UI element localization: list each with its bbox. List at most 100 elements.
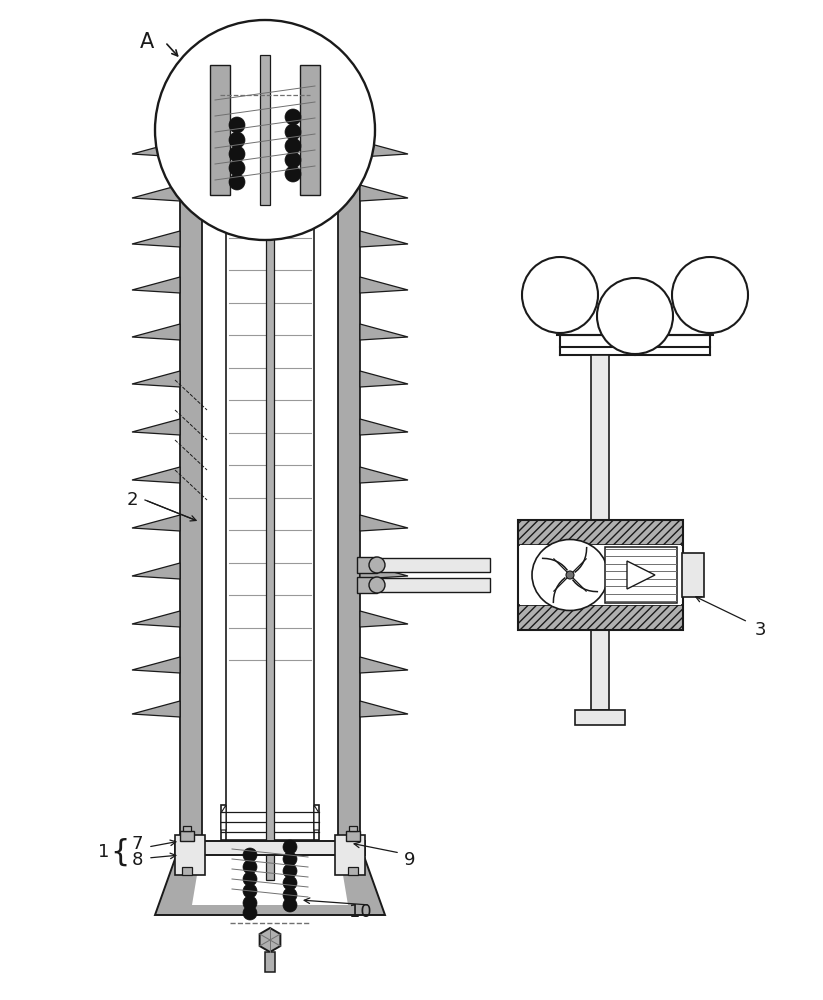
- Circle shape: [283, 876, 297, 890]
- Bar: [266, 95, 274, 880]
- Bar: [221, 805, 319, 840]
- Circle shape: [285, 109, 301, 125]
- Bar: [265, 26, 275, 51]
- Polygon shape: [360, 371, 408, 387]
- Polygon shape: [360, 515, 408, 531]
- Polygon shape: [259, 928, 281, 952]
- Bar: [265, 952, 275, 972]
- Circle shape: [672, 257, 748, 333]
- Polygon shape: [132, 231, 180, 247]
- Circle shape: [283, 100, 297, 113]
- Polygon shape: [314, 145, 319, 170]
- Bar: [348, 867, 358, 875]
- Polygon shape: [175, 88, 365, 130]
- Circle shape: [229, 117, 245, 133]
- Circle shape: [243, 884, 257, 898]
- Text: A: A: [140, 32, 154, 52]
- Circle shape: [283, 83, 297, 97]
- Polygon shape: [360, 419, 408, 435]
- Circle shape: [369, 577, 385, 593]
- Polygon shape: [132, 141, 180, 157]
- Bar: [591, 630, 609, 710]
- Polygon shape: [132, 515, 180, 531]
- Polygon shape: [132, 467, 180, 483]
- Bar: [300, 65, 320, 195]
- Circle shape: [229, 160, 245, 176]
- Bar: [346, 831, 360, 841]
- Circle shape: [283, 840, 297, 854]
- Bar: [180, 831, 194, 841]
- Polygon shape: [155, 845, 385, 915]
- Circle shape: [243, 906, 257, 920]
- Polygon shape: [132, 657, 180, 673]
- Polygon shape: [221, 145, 226, 170]
- Bar: [202, 130, 338, 845]
- Circle shape: [285, 124, 301, 140]
- Bar: [175, 835, 205, 875]
- Polygon shape: [360, 467, 408, 483]
- Bar: [180, 130, 202, 845]
- Polygon shape: [360, 141, 408, 157]
- Circle shape: [243, 97, 257, 110]
- Polygon shape: [314, 805, 319, 830]
- Bar: [335, 835, 365, 875]
- Circle shape: [597, 278, 673, 354]
- Circle shape: [285, 152, 301, 168]
- Polygon shape: [360, 611, 408, 627]
- Bar: [575, 710, 625, 725]
- Bar: [591, 355, 609, 520]
- Polygon shape: [360, 701, 408, 717]
- Polygon shape: [627, 561, 655, 589]
- Circle shape: [243, 107, 257, 121]
- Circle shape: [243, 896, 257, 910]
- Text: 9: 9: [404, 851, 416, 869]
- Bar: [374, 558, 490, 572]
- Bar: [520, 545, 681, 605]
- Bar: [226, 135, 314, 840]
- Bar: [260, 55, 270, 205]
- Text: 7: 7: [131, 835, 142, 853]
- Circle shape: [243, 91, 257, 105]
- Bar: [605, 547, 677, 603]
- Bar: [183, 826, 191, 831]
- Bar: [202, 88, 338, 130]
- Bar: [349, 826, 357, 831]
- Circle shape: [566, 571, 574, 579]
- Circle shape: [283, 898, 297, 912]
- Bar: [518, 520, 683, 545]
- Bar: [518, 520, 683, 630]
- Bar: [226, 135, 314, 840]
- Circle shape: [285, 138, 301, 154]
- Bar: [518, 605, 683, 630]
- Polygon shape: [132, 371, 180, 387]
- Polygon shape: [132, 563, 180, 579]
- Polygon shape: [221, 805, 226, 830]
- Bar: [338, 130, 360, 845]
- Bar: [682, 553, 704, 597]
- Circle shape: [229, 174, 245, 190]
- Circle shape: [243, 102, 257, 116]
- Circle shape: [283, 105, 297, 119]
- Circle shape: [229, 146, 245, 162]
- Polygon shape: [360, 231, 408, 247]
- Circle shape: [522, 257, 598, 333]
- Bar: [357, 577, 377, 593]
- Bar: [221, 135, 319, 170]
- Circle shape: [155, 20, 375, 240]
- Text: 8: 8: [132, 851, 142, 869]
- Polygon shape: [132, 419, 180, 435]
- Bar: [182, 867, 192, 875]
- Bar: [210, 65, 230, 195]
- Text: 2: 2: [126, 491, 137, 509]
- Bar: [357, 557, 377, 573]
- Circle shape: [283, 888, 297, 902]
- Bar: [175, 841, 365, 855]
- Circle shape: [283, 852, 297, 866]
- Circle shape: [243, 872, 257, 886]
- Polygon shape: [360, 277, 408, 293]
- Polygon shape: [132, 701, 180, 717]
- Polygon shape: [360, 563, 408, 579]
- Text: 10: 10: [349, 903, 371, 921]
- Circle shape: [283, 89, 297, 103]
- Circle shape: [283, 94, 297, 108]
